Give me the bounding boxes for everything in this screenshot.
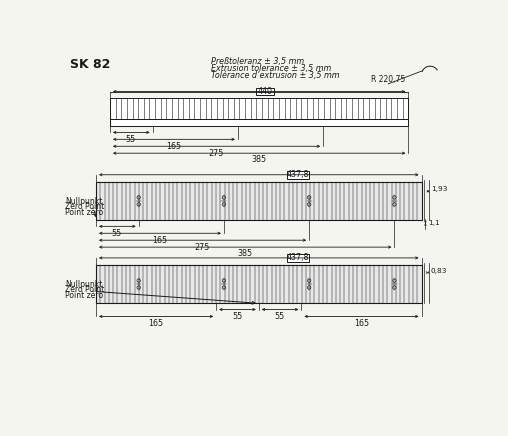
Text: 55: 55 [275,312,285,321]
Bar [96,265,422,303]
Text: 1,93: 1,93 [431,186,447,192]
Text: 0,83: 0,83 [430,268,447,274]
Text: 437,8: 437,8 [287,253,309,262]
Text: 440: 440 [258,87,273,96]
Text: Point zéro: Point zéro [65,208,103,217]
Text: SK 82: SK 82 [70,58,110,72]
Text: 1,1: 1,1 [428,220,439,226]
FancyBboxPatch shape [287,171,309,179]
Text: 55: 55 [126,135,136,144]
FancyBboxPatch shape [256,88,274,95]
Bar [110,98,408,119]
Text: Extrusion tolerance ± 3,5 mm: Extrusion tolerance ± 3,5 mm [211,64,331,73]
Text: Zero Point: Zero Point [65,286,104,294]
Text: Nullpunkt: Nullpunkt [65,197,103,206]
Text: 55: 55 [112,228,122,238]
Text: 165: 165 [152,235,167,245]
Text: 437,8: 437,8 [287,170,309,179]
Text: 385: 385 [251,156,266,164]
Text: R 220,75: R 220,75 [371,75,405,84]
Text: 165: 165 [354,319,369,328]
Text: Point zéro: Point zéro [65,291,103,300]
FancyBboxPatch shape [287,254,309,262]
Text: Preßtoleranz ± 3,5 mm: Preßtoleranz ± 3,5 mm [211,57,304,66]
Text: 385: 385 [237,249,252,259]
Text: 55: 55 [233,312,243,321]
Bar [96,182,422,220]
Bar [110,119,408,126]
Text: 275: 275 [195,242,210,252]
Text: Tolérance d’extrusion ± 3,5 mm: Tolérance d’extrusion ± 3,5 mm [211,71,339,80]
Text: 275: 275 [208,149,224,157]
Text: 165: 165 [148,319,164,328]
Text: 165: 165 [166,142,181,151]
Text: Zero Point: Zero Point [65,202,104,211]
Text: Nullpunkt: Nullpunkt [65,280,103,289]
